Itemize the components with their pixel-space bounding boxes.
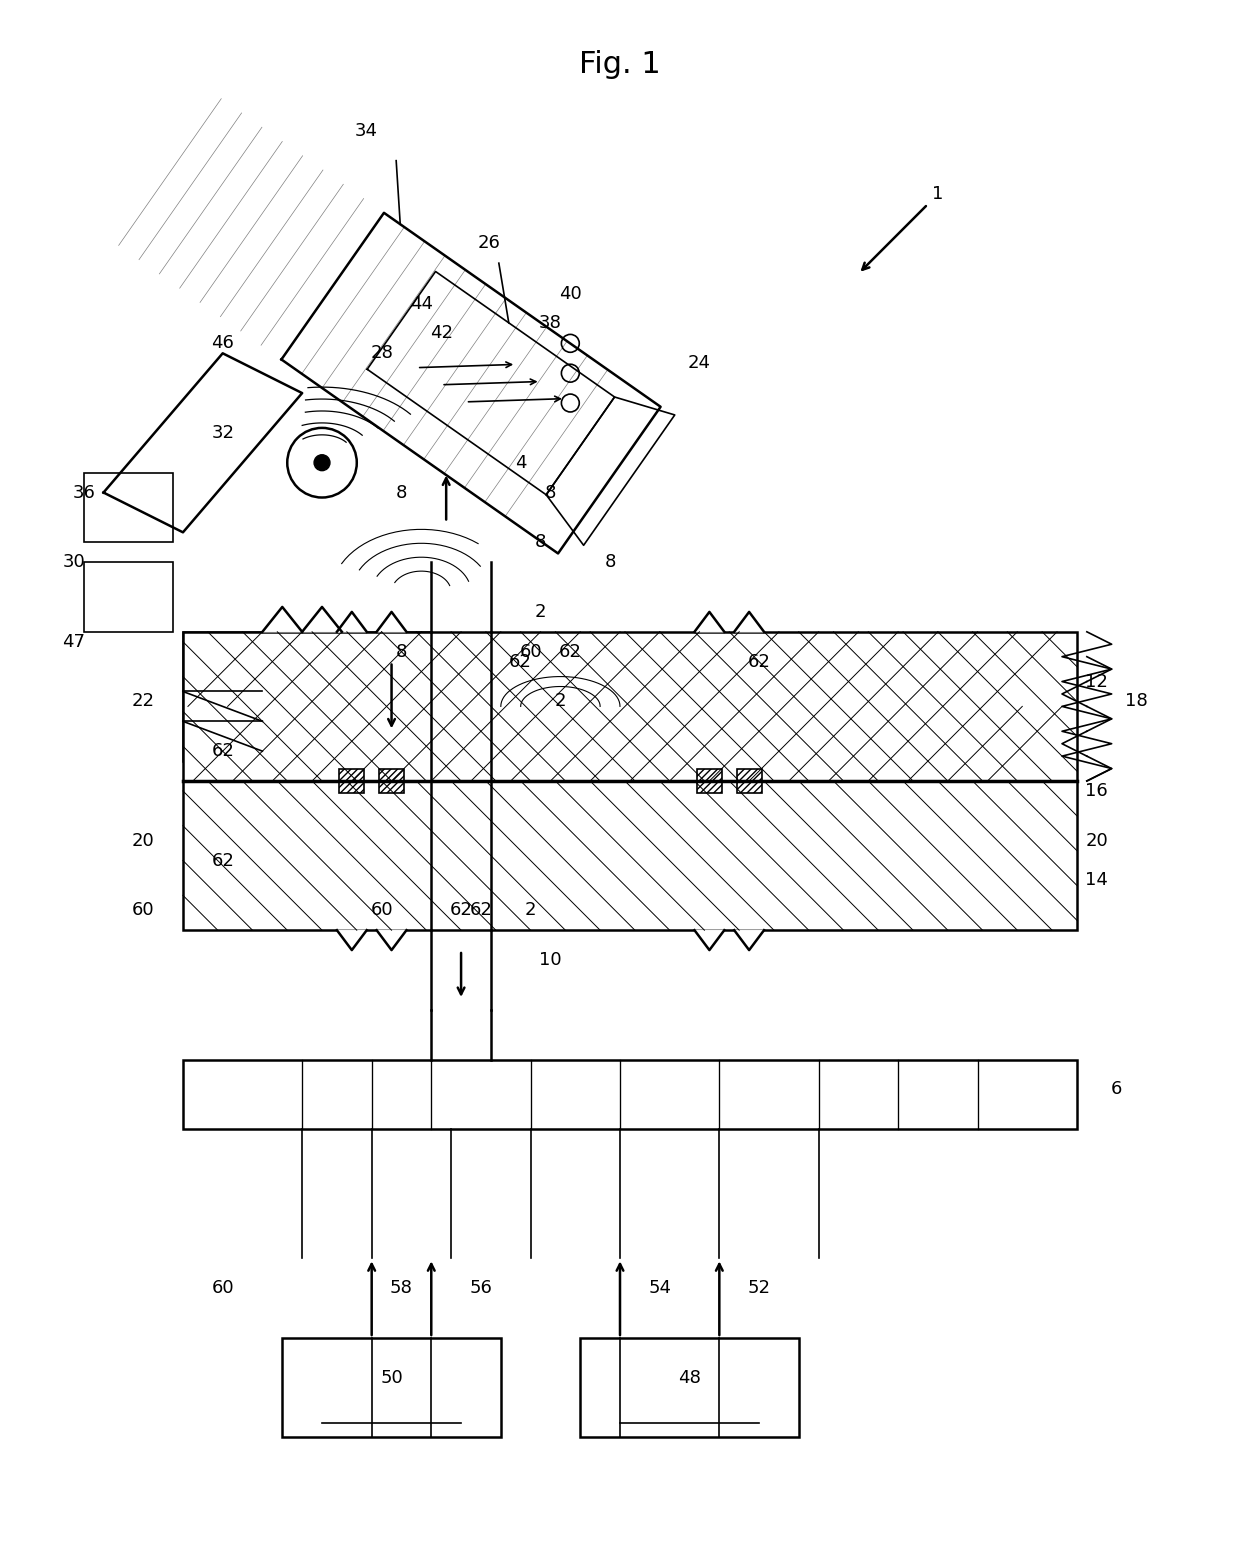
Text: 14: 14 [1085, 871, 1109, 890]
Polygon shape [263, 607, 303, 632]
Polygon shape [377, 612, 407, 632]
Text: 54: 54 [649, 1280, 671, 1297]
Bar [83, 473, 174, 542]
Text: 62: 62 [211, 852, 234, 869]
Bar [580, 1338, 799, 1438]
Text: 8: 8 [396, 643, 407, 660]
Text: 8: 8 [604, 553, 616, 571]
Text: 6: 6 [1111, 1080, 1122, 1099]
Text: 8: 8 [534, 534, 547, 551]
Text: 56: 56 [470, 1280, 492, 1297]
Text: 62: 62 [211, 741, 234, 760]
Text: 8: 8 [396, 484, 407, 501]
Text: 44: 44 [410, 295, 433, 312]
Text: 20: 20 [1085, 832, 1109, 849]
Text: 60: 60 [520, 643, 542, 660]
Text: 52: 52 [748, 1280, 770, 1297]
Text: 22: 22 [131, 693, 155, 710]
Text: 62: 62 [559, 643, 582, 660]
Text: 60: 60 [371, 901, 393, 919]
Bar [340, 768, 365, 793]
Text: 58: 58 [391, 1280, 413, 1297]
Bar [737, 768, 761, 793]
Bar [379, 768, 404, 793]
Text: 10: 10 [539, 951, 562, 969]
Text: 2: 2 [534, 603, 547, 621]
Bar [184, 780, 1076, 930]
Text: Fig. 1: Fig. 1 [579, 50, 661, 80]
Text: 60: 60 [211, 1280, 234, 1297]
Text: 60: 60 [131, 901, 155, 919]
Text: 47: 47 [62, 632, 86, 651]
Polygon shape [694, 612, 724, 632]
Text: 1: 1 [932, 186, 944, 203]
Text: 2: 2 [525, 901, 537, 919]
Polygon shape [303, 607, 342, 632]
Text: 24: 24 [688, 354, 711, 372]
Text: 4: 4 [515, 454, 527, 471]
Text: 46: 46 [211, 334, 234, 353]
Bar [697, 768, 722, 793]
Circle shape [314, 454, 330, 471]
Text: 18: 18 [1125, 693, 1148, 710]
Text: 62: 62 [748, 652, 770, 671]
Bar [184, 632, 432, 762]
Bar [184, 632, 1076, 780]
Text: 26: 26 [477, 234, 501, 253]
Polygon shape [734, 930, 764, 951]
Text: 48: 48 [678, 1369, 701, 1386]
Text: 34: 34 [355, 122, 378, 140]
Text: 28: 28 [371, 345, 393, 362]
Bar [283, 1338, 501, 1438]
Polygon shape [337, 930, 367, 951]
Text: 42: 42 [430, 325, 453, 342]
Text: 36: 36 [72, 484, 95, 501]
Polygon shape [377, 930, 407, 951]
Polygon shape [734, 612, 764, 632]
Text: 2: 2 [554, 693, 567, 710]
Text: 32: 32 [211, 425, 234, 442]
Text: 62: 62 [470, 901, 492, 919]
Polygon shape [694, 930, 724, 951]
Polygon shape [337, 612, 367, 632]
Text: 8: 8 [544, 484, 557, 501]
Bar [184, 1060, 1076, 1129]
Bar [83, 562, 174, 632]
Text: 30: 30 [62, 553, 86, 571]
Text: 16: 16 [1085, 782, 1109, 799]
Text: 40: 40 [559, 284, 582, 303]
Text: 20: 20 [131, 832, 155, 849]
Text: 62: 62 [450, 901, 472, 919]
Text: 62: 62 [510, 652, 532, 671]
Text: 38: 38 [539, 314, 562, 332]
Text: 12: 12 [1085, 673, 1109, 690]
Text: 50: 50 [381, 1369, 403, 1386]
